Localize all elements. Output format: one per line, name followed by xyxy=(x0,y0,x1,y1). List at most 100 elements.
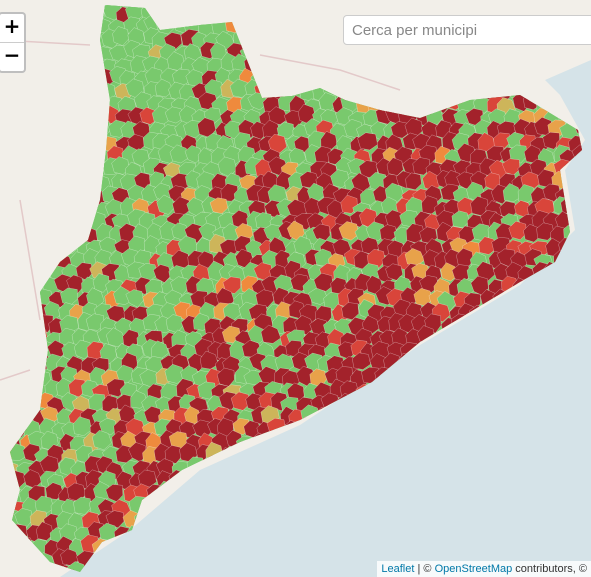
municipality[interactable] xyxy=(0,417,16,436)
municipality[interactable] xyxy=(14,273,33,293)
municipality[interactable] xyxy=(164,106,184,124)
municipality[interactable] xyxy=(152,5,172,25)
municipality[interactable] xyxy=(384,209,404,230)
municipality[interactable] xyxy=(473,42,492,63)
municipality[interactable] xyxy=(377,91,398,113)
municipality[interactable] xyxy=(53,14,72,35)
municipality[interactable] xyxy=(106,327,127,348)
municipality[interactable] xyxy=(0,289,16,310)
municipality[interactable] xyxy=(288,40,306,59)
municipality[interactable] xyxy=(343,68,362,87)
municipality[interactable] xyxy=(53,200,73,220)
municipality[interactable] xyxy=(80,92,99,113)
municipality[interactable] xyxy=(171,0,190,9)
municipality[interactable] xyxy=(5,351,24,372)
municipality[interactable] xyxy=(275,171,293,190)
municipality[interactable] xyxy=(26,107,45,127)
municipality[interactable] xyxy=(86,133,105,152)
municipality[interactable] xyxy=(51,161,71,180)
municipality[interactable] xyxy=(20,313,39,333)
municipality[interactable] xyxy=(25,134,44,153)
municipality[interactable] xyxy=(254,55,274,75)
municipality[interactable] xyxy=(524,0,542,11)
municipality[interactable] xyxy=(38,31,59,50)
municipality[interactable] xyxy=(44,42,63,61)
municipality[interactable] xyxy=(17,143,36,164)
municipality[interactable] xyxy=(346,85,367,104)
municipality[interactable] xyxy=(304,17,324,37)
municipality[interactable] xyxy=(278,15,297,36)
municipality[interactable] xyxy=(60,52,80,73)
municipality[interactable] xyxy=(23,341,41,361)
municipality[interactable] xyxy=(68,14,88,34)
municipality[interactable] xyxy=(181,5,202,24)
municipality[interactable] xyxy=(396,65,415,87)
municipality[interactable] xyxy=(8,262,27,281)
municipality[interactable] xyxy=(74,84,93,102)
municipality[interactable] xyxy=(7,175,27,194)
municipality[interactable] xyxy=(293,235,313,257)
municipality[interactable] xyxy=(441,52,461,72)
municipality[interactable] xyxy=(0,379,7,396)
municipality[interactable] xyxy=(0,409,12,427)
municipality[interactable] xyxy=(7,552,27,570)
municipality[interactable] xyxy=(361,315,380,334)
municipality[interactable] xyxy=(250,0,270,8)
municipality[interactable] xyxy=(437,79,458,98)
municipality[interactable] xyxy=(229,78,250,98)
municipality[interactable] xyxy=(164,364,186,384)
municipality[interactable] xyxy=(255,289,275,308)
municipality[interactable] xyxy=(511,67,531,87)
municipality[interactable] xyxy=(45,133,66,153)
municipality[interactable] xyxy=(466,53,485,72)
municipality[interactable] xyxy=(286,15,306,34)
municipality[interactable] xyxy=(367,43,387,62)
municipality[interactable] xyxy=(170,276,189,296)
municipality[interactable] xyxy=(41,145,58,163)
municipality[interactable] xyxy=(260,324,281,344)
municipality[interactable] xyxy=(315,13,333,34)
municipality[interactable] xyxy=(252,13,273,33)
municipality[interactable] xyxy=(81,150,101,168)
municipality[interactable] xyxy=(355,44,374,62)
municipality[interactable] xyxy=(13,0,33,9)
municipality[interactable] xyxy=(77,107,97,128)
municipality[interactable] xyxy=(237,16,256,35)
municipality[interactable] xyxy=(9,344,26,364)
municipality[interactable] xyxy=(58,119,78,140)
municipality[interactable] xyxy=(0,145,6,162)
municipality[interactable] xyxy=(428,57,448,76)
municipality[interactable] xyxy=(196,0,216,8)
municipality[interactable] xyxy=(387,53,405,74)
municipality[interactable] xyxy=(318,0,337,9)
municipality[interactable] xyxy=(352,352,371,370)
municipality[interactable] xyxy=(453,52,475,71)
municipality[interactable] xyxy=(50,183,71,201)
municipality[interactable] xyxy=(160,0,180,12)
municipality[interactable] xyxy=(383,0,403,11)
municipality[interactable] xyxy=(224,14,244,34)
municipality[interactable] xyxy=(549,0,568,12)
municipality[interactable] xyxy=(366,248,386,269)
municipality[interactable] xyxy=(21,366,40,388)
municipality[interactable] xyxy=(197,381,217,400)
municipality[interactable] xyxy=(377,57,395,78)
municipality[interactable] xyxy=(518,59,538,78)
municipality[interactable] xyxy=(466,80,485,98)
osm-link[interactable]: OpenStreetMap xyxy=(434,563,513,575)
municipality[interactable] xyxy=(482,0,501,11)
municipality[interactable] xyxy=(43,0,61,13)
municipality[interactable] xyxy=(432,46,451,65)
municipality[interactable] xyxy=(111,156,130,175)
municipality[interactable] xyxy=(214,0,233,10)
municipality[interactable] xyxy=(48,238,67,259)
municipality[interactable] xyxy=(192,6,212,27)
municipality[interactable] xyxy=(75,133,95,152)
municipality[interactable] xyxy=(327,44,348,65)
municipality[interactable] xyxy=(452,83,471,101)
municipality[interactable] xyxy=(68,226,88,246)
municipality[interactable] xyxy=(33,104,54,126)
municipality[interactable] xyxy=(30,70,49,91)
municipality[interactable] xyxy=(3,121,22,140)
municipality[interactable] xyxy=(81,16,102,36)
